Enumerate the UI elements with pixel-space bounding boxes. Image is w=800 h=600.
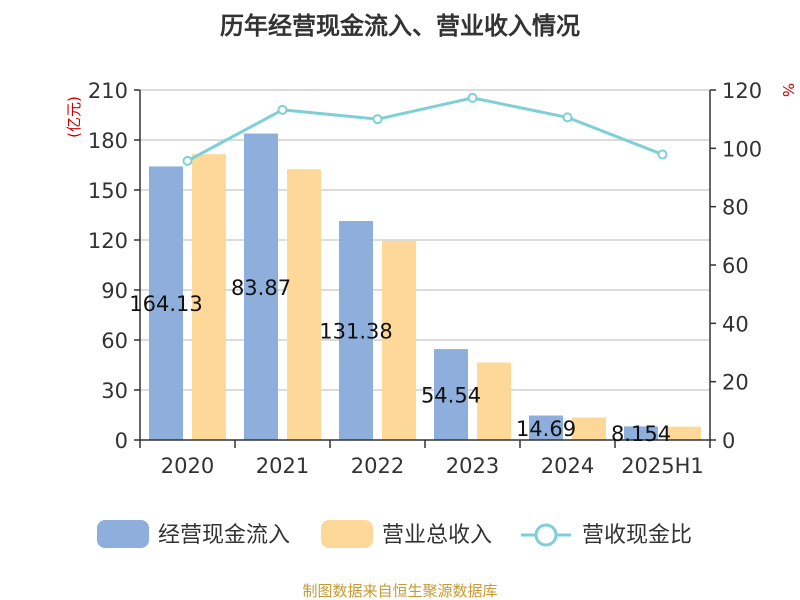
left-tick-label: 30 [101, 379, 128, 403]
legend-swatch-cashflow [97, 520, 149, 548]
ratio-point [182, 155, 193, 166]
x-tick-label: 2021 [256, 454, 309, 478]
right-tick-label: 120 [722, 79, 762, 103]
ratio-point [277, 104, 288, 115]
data-label-cashflow: 54.54 [421, 384, 481, 408]
right-tick-label: 20 [722, 371, 749, 395]
left-tick-label: 120 [88, 229, 128, 253]
data-label-cashflow: 164.13 [129, 292, 202, 316]
right-tick-label: 80 [722, 196, 749, 220]
bar-revenue [477, 362, 511, 440]
legend-item-ratio[interactable]: 营收现金比 [521, 523, 692, 548]
ratio-point [562, 112, 573, 123]
legend-swatch-ratio-marker [534, 523, 558, 547]
bar-revenue [572, 417, 606, 440]
left-tick-label: 90 [101, 279, 128, 303]
bar-revenue [287, 169, 321, 440]
chart-title: 历年经营现金流入、营业收入情况 [220, 12, 580, 40]
bar-cashflow [149, 166, 183, 440]
x-tick-label: 2024 [541, 454, 594, 478]
bar-revenue [667, 426, 701, 440]
credit-text: 制图数据来自恒生聚源数据库 [302, 582, 497, 600]
legend: 经营现金流入 营业总收入 营收现金比 [97, 520, 692, 548]
ratio-line [182, 92, 668, 166]
ratio-series-line [186, 96, 664, 163]
legend-label-ratio: 营收现金比 [582, 523, 692, 548]
data-labels: 164.13 83.87 131.38 54.54 14.69 8.154 [129, 276, 671, 446]
bar-revenue [192, 154, 226, 440]
legend-label-revenue: 营业总收入 [382, 523, 492, 548]
right-tick-label: 0 [722, 429, 735, 453]
left-tick-label: 150 [88, 179, 128, 203]
right-axis-unit: % [779, 83, 797, 97]
data-label-cashflow: 131.38 [319, 320, 392, 344]
left-tick-label: 0 [115, 429, 128, 453]
x-tick-label: 2022 [351, 454, 404, 478]
data-label-cashflow: 8.154 [611, 422, 671, 446]
x-tick-label: 2025H1 [621, 454, 704, 478]
bar-cashflow [529, 415, 563, 440]
ratio-point [657, 149, 668, 160]
legend-swatch-revenue [321, 520, 373, 548]
bar-cashflow [434, 349, 468, 440]
bar-cashflow [244, 133, 278, 441]
data-label-cashflow: 83.87 [231, 276, 291, 300]
left-axis-unit: (亿元) [65, 96, 83, 138]
gridlines [140, 89, 710, 391]
left-tick-label: 210 [88, 79, 128, 103]
right-tick-label: 40 [722, 312, 749, 336]
right-tick-label: 60 [722, 254, 749, 278]
x-tick-label: 2023 [446, 454, 499, 478]
legend-item-cashflow[interactable]: 经营现金流入 [97, 520, 290, 548]
legend-item-revenue[interactable]: 营业总收入 [321, 520, 492, 548]
left-tick-label: 60 [101, 329, 128, 353]
ratio-point [372, 114, 383, 125]
bar-cashflow [339, 221, 373, 440]
data-label-cashflow: 14.69 [516, 417, 576, 441]
axes: 0 30 60 90 120 150 180 210 0 20 40 60 80 100 120 2020 20… [88, 79, 762, 478]
x-tick-label: 2020 [161, 454, 214, 478]
ratio-point [467, 92, 478, 103]
right-tick-label: 100 [722, 137, 762, 161]
bar-cashflow [624, 426, 658, 440]
legend-label-cashflow: 经营现金流入 [158, 523, 290, 548]
left-tick-label: 180 [88, 129, 128, 153]
bar-revenue [382, 240, 416, 440]
bars [149, 133, 701, 441]
